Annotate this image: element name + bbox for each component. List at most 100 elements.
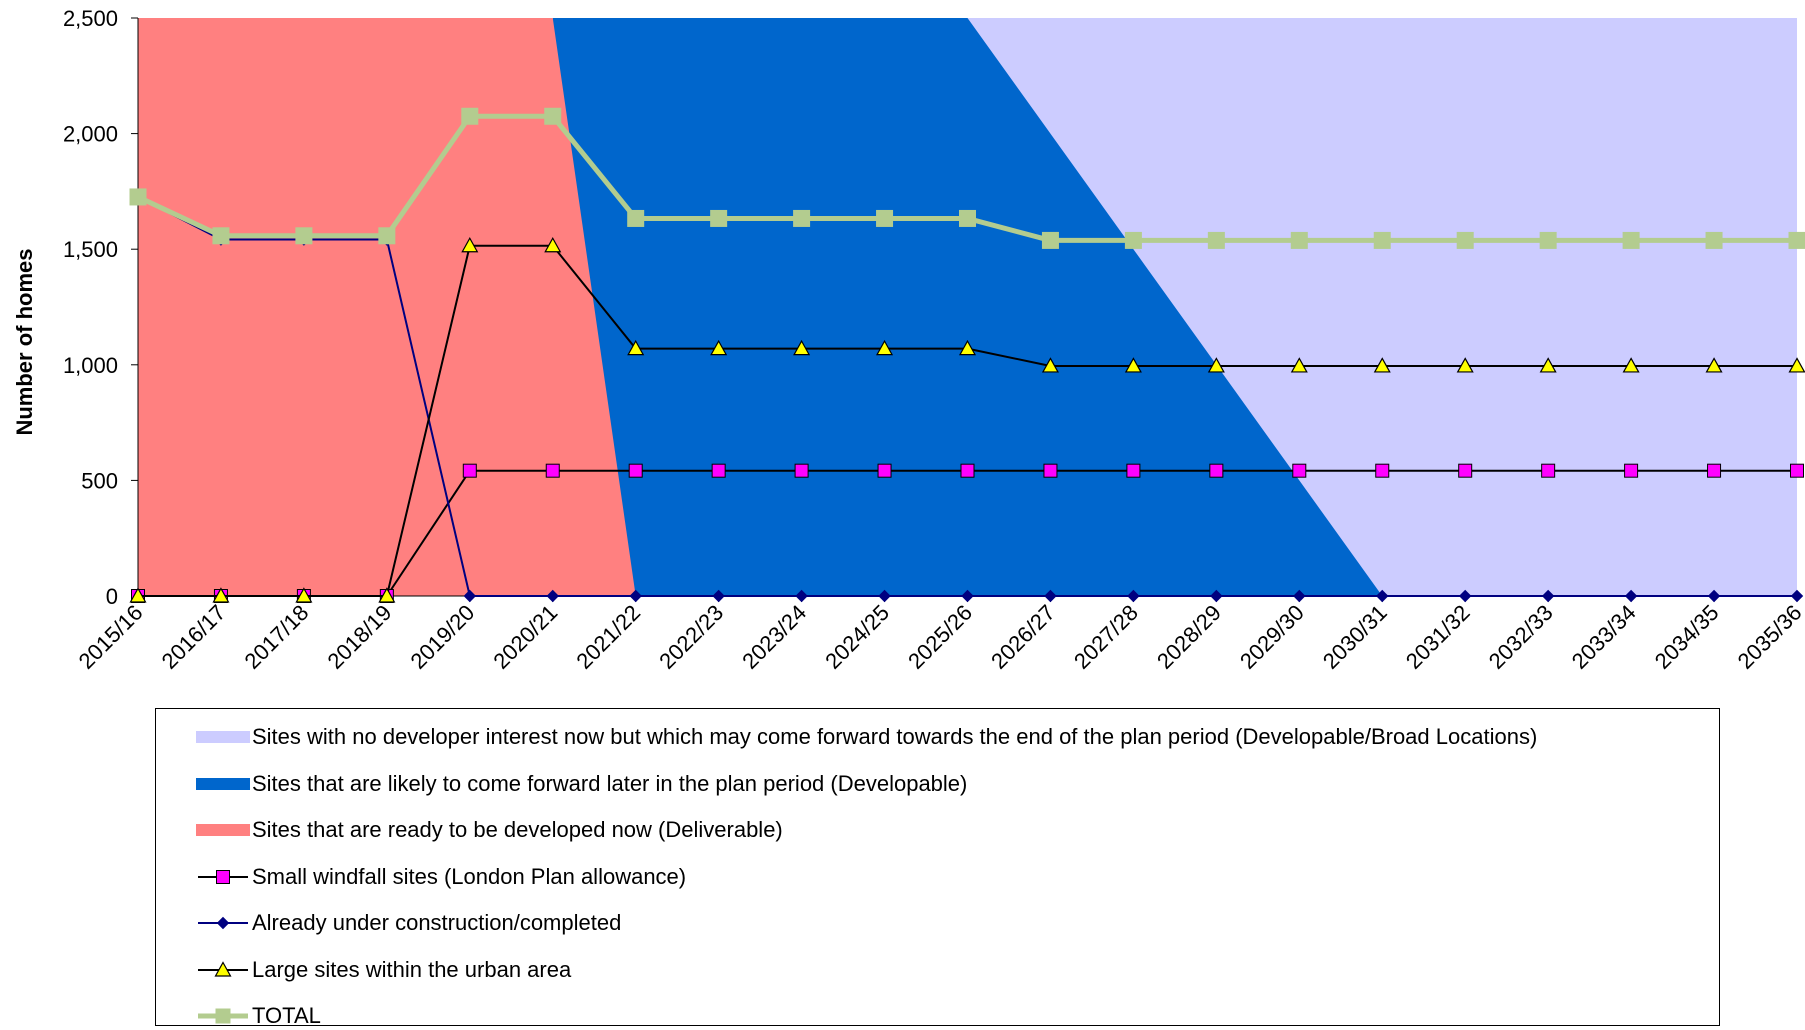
legend-label: Sites that are ready to be developed now… [252, 817, 783, 842]
data-point [1456, 231, 1474, 249]
data-point [1376, 589, 1389, 603]
data-point [1373, 231, 1391, 249]
x-tick-label: 2020/21 [488, 600, 562, 674]
x-tick-label: 2015/16 [74, 600, 148, 674]
x-tick-label: 2018/19 [322, 600, 396, 674]
data-point [711, 463, 726, 478]
data-point [712, 589, 725, 603]
data-point [1209, 463, 1224, 478]
data-point [1705, 231, 1723, 249]
data-point [1622, 357, 1640, 373]
legend-swatch [196, 820, 250, 840]
data-point [629, 589, 642, 603]
data-point [710, 209, 728, 227]
legend-item: Sites that are ready to be developed now… [196, 817, 783, 842]
legend-label: Sites that are likely to come forward la… [252, 770, 968, 796]
legend-item: Already under construction/completed [196, 910, 621, 935]
x-tick-label: 2035/36 [1733, 600, 1805, 674]
data-point [1210, 589, 1223, 603]
x-tick-label: 2028/29 [1152, 600, 1226, 674]
data-point [794, 463, 809, 478]
data-point [877, 463, 892, 478]
data-point [1044, 589, 1057, 603]
data-point [878, 589, 891, 603]
data-point [1624, 463, 1639, 478]
legend-label: TOTAL [252, 1003, 321, 1028]
data-point [627, 339, 645, 356]
area-2 [138, 18, 1797, 596]
legend-swatch [196, 774, 250, 794]
data-point [463, 589, 477, 603]
data-point [129, 188, 147, 206]
legend-swatch [196, 1006, 250, 1026]
line-series [129, 107, 1805, 603]
data-point [1624, 589, 1638, 603]
data-point [295, 227, 313, 245]
data-point [544, 236, 562, 253]
data-point [1539, 357, 1557, 373]
x-tick-label: 2021/22 [571, 600, 645, 674]
data-point [1207, 231, 1225, 249]
data-point [958, 339, 977, 356]
legend-label: Large sites within the urban area [252, 956, 572, 982]
legend-item: TOTAL [196, 1003, 321, 1028]
legend-label: Sites with no developer interest now but… [252, 724, 1538, 749]
x-tick-label: 2023/24 [737, 600, 811, 674]
x-tick-label: 2017/18 [240, 600, 314, 674]
data-point [1705, 357, 1723, 373]
y-axis-label: Number of homes [12, 248, 37, 435]
data-point [1043, 463, 1058, 478]
legend-swatch [196, 913, 250, 933]
y-tick-label: 2,500 [63, 6, 118, 31]
x-tick-label: 2030/31 [1318, 600, 1392, 674]
data-point [1622, 231, 1640, 249]
data-point [1707, 589, 1721, 603]
data-point [1041, 231, 1059, 249]
data-point [1707, 463, 1722, 478]
series-3 [129, 107, 1805, 249]
data-point [544, 107, 562, 125]
data-point [1790, 463, 1804, 478]
data-point [1124, 357, 1142, 373]
data-point [1788, 357, 1805, 373]
data-point [960, 463, 975, 478]
x-tick-label: 2032/33 [1484, 600, 1558, 674]
data-point [1541, 463, 1556, 478]
data-point [129, 587, 147, 603]
data-point [627, 209, 645, 227]
data-point [1458, 463, 1473, 478]
data-point [1290, 357, 1308, 373]
legend-label: Small windfall sites (London Plan allowa… [252, 863, 687, 889]
x-tick-label: 2016/17 [157, 600, 231, 674]
x-tick-label: 2033/34 [1567, 600, 1641, 674]
data-point [628, 463, 643, 478]
stacked-areas [138, 18, 1797, 596]
x-tick-label: 2026/27 [986, 600, 1060, 674]
data-point [378, 227, 396, 245]
data-point [1790, 589, 1804, 603]
legend-item: Sites with no developer interest now but… [196, 724, 1538, 749]
legend-swatch [196, 867, 250, 887]
legend: Sites with no developer interest now but… [155, 708, 1720, 1028]
data-point [959, 209, 976, 227]
data-point [1290, 231, 1308, 249]
y-tick-label: 500 [81, 468, 118, 493]
data-point [876, 339, 894, 356]
data-point [1041, 357, 1059, 373]
x-tick-label: 2027/28 [1069, 600, 1143, 674]
data-point [461, 107, 479, 125]
data-point [1124, 231, 1142, 249]
x-tick-label: 2025/26 [903, 600, 977, 674]
data-point [462, 463, 477, 478]
legend-item: Small windfall sites (London Plan allowa… [196, 863, 687, 889]
data-point [1127, 589, 1140, 603]
x-tick-label: 2029/30 [1235, 600, 1309, 674]
data-point [1788, 231, 1805, 249]
y-tick-label: 2,000 [63, 122, 118, 147]
data-point [1375, 463, 1390, 478]
data-point [1126, 463, 1141, 478]
data-point [1373, 357, 1391, 373]
data-point [1541, 589, 1555, 603]
data-point [710, 339, 728, 356]
x-tick-label: 2019/20 [405, 600, 479, 674]
